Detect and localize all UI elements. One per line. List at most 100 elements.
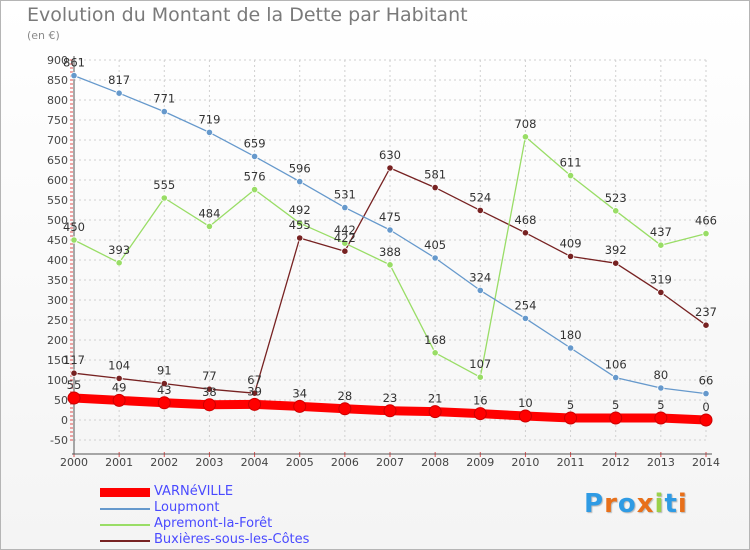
data-label: 319 [650,272,672,286]
legend-label: VARNéVILLE [154,484,234,499]
data-label: 659 [244,136,266,150]
y-tick-label: 300 [47,294,68,307]
data-label: 28 [338,389,353,403]
x-tick-label: 2010 [511,456,539,469]
data-point [386,261,394,269]
logo-letter: x [636,489,655,519]
data-label: 484 [198,206,220,220]
data-point [67,391,81,405]
data-point [296,234,304,242]
x-tick-label: 2005 [286,456,314,469]
data-label: 523 [605,191,627,205]
data-point [476,206,484,214]
data-label: 0 [702,400,709,414]
x-tick-label: 2007 [376,456,404,469]
x-tick-label: 2002 [150,456,178,469]
data-point [476,286,484,294]
data-label: 49 [112,380,127,394]
data-point [341,247,349,255]
y-tick-label: 450 [47,234,68,247]
data-point [205,222,214,230]
data-label: 16 [473,394,488,408]
data-point [293,399,307,413]
data-point [115,89,123,97]
logo-letter: o [617,489,637,519]
logo-letter: i [654,489,665,519]
data-label: 422 [334,231,356,245]
data-point [702,321,710,329]
logo-letter: P [584,489,605,519]
data-label: 861 [63,56,85,70]
data-label: 392 [605,243,627,257]
data-point [250,186,259,194]
x-tick-label: 2012 [602,456,630,469]
series-2 [70,133,710,381]
data-point [654,411,668,425]
data-point [521,229,530,237]
y-tick-label: 50 [54,394,68,407]
data-point [250,152,259,160]
y-tick-label: 100 [47,374,68,387]
proxiti-logo: Proxiti [584,489,688,519]
data-label: 107 [469,357,491,371]
data-label: 324 [469,270,491,284]
x-tick-label: 2013 [647,456,675,469]
data-label: 104 [108,358,130,372]
data-point [112,393,126,407]
data-point [612,207,620,215]
data-label: 455 [289,218,311,232]
data-label: 91 [157,364,172,378]
data-point [566,252,575,260]
series-0 [67,391,713,427]
data-label: 254 [514,298,536,312]
data-point [612,373,620,382]
data-label: 405 [424,238,446,252]
data-label: 393 [108,243,130,257]
chart-title: Evolution du Montant de la Dette par Hab… [27,4,468,26]
data-point [431,254,439,262]
data-point [612,259,620,267]
x-tick-label: 2008 [421,456,449,469]
y-tick-label: 0 [61,414,68,427]
y-tick-label: 250 [47,314,68,327]
data-label: 409 [560,236,582,250]
data-point [428,405,442,419]
data-point [702,230,710,238]
data-point [157,396,171,410]
data-point [566,344,575,352]
data-point [115,259,123,267]
data-label: 10 [518,396,533,410]
data-point [160,108,168,116]
data-label: 5 [612,398,619,412]
x-tick-label: 2004 [241,456,269,469]
data-label: 437 [650,225,672,239]
data-label: 596 [289,162,311,176]
data-point [115,374,123,382]
data-label: 80 [654,368,669,382]
data-label: 576 [244,170,266,184]
x-tick-label: 2000 [60,456,88,469]
data-point [70,236,78,244]
data-label: 555 [153,178,175,192]
series-1 [70,72,710,398]
data-label: 106 [605,358,627,372]
legend-label: Loupmont [154,500,220,515]
y-tick-label: 850 [47,74,68,87]
data-label: 630 [379,148,401,162]
y-tick-label: -50 [50,434,68,447]
data-label: 466 [695,214,717,228]
data-label: 39 [247,384,262,398]
data-label: 117 [63,353,85,367]
data-point [564,411,578,425]
data-point [702,389,710,398]
data-point [431,184,439,192]
data-point [248,397,262,411]
x-tick-label: 2001 [105,456,133,469]
data-point [476,373,484,381]
logo-letter: r [604,489,618,519]
legend-swatch [100,508,150,510]
data-point [657,384,665,392]
data-point [383,404,397,418]
